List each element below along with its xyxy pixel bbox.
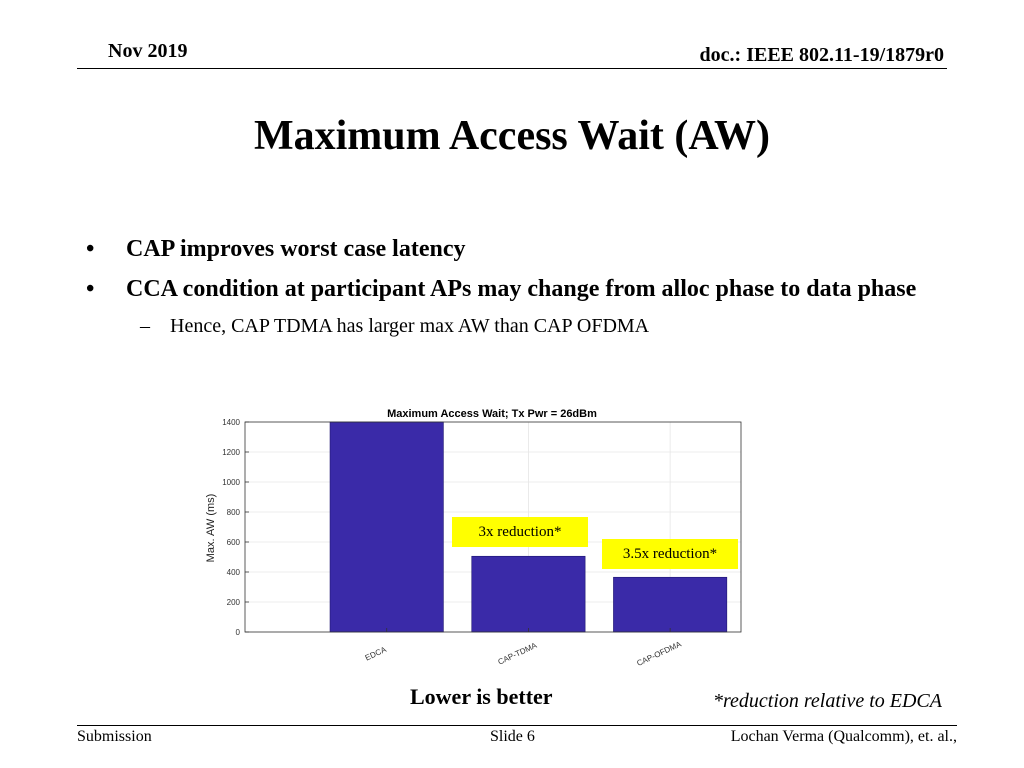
x-tick-label: CAP-TDMA <box>497 641 539 667</box>
bullet-marker: • <box>86 276 95 302</box>
footer-author: Lochan Verma (Qualcomm), et. al., <box>730 728 957 745</box>
footer-submission: Submission <box>77 728 152 745</box>
x-tick-label: EDCA <box>364 645 389 663</box>
y-tick-label: 600 <box>227 538 241 547</box>
y-tick-label: 400 <box>227 568 241 577</box>
sub-bullet-item: – Hence, CAP TDMA has larger max AW than… <box>86 312 936 340</box>
bullet-item: • CCA condition at participant APs may c… <box>86 272 936 306</box>
bullet-text: CCA condition at participant APs may cha… <box>126 276 917 302</box>
y-tick-label: 800 <box>227 508 241 517</box>
reduction-footnote: *reduction relative to EDCA <box>712 690 942 712</box>
bar-chart: Maximum Access Wait; Tx Pwr = 26dBm Max.… <box>205 408 742 668</box>
y-tick-label: 1000 <box>222 478 240 487</box>
bar-cap-tdma <box>471 555 586 633</box>
sub-bullet-marker: – <box>140 315 150 337</box>
y-tick-label: 1200 <box>222 448 240 457</box>
callout-3.5x-reduction: 3.5x reduction* <box>602 539 738 569</box>
bullet-marker: • <box>86 236 95 262</box>
footer-slide-number: Slide 6 <box>490 728 535 745</box>
bullet-item: • CAP improves worst case latency <box>86 232 936 266</box>
footer-divider <box>77 725 957 726</box>
y-tick-label: 1400 <box>222 418 240 427</box>
x-tick-label: CAP-OFDMA <box>635 639 683 668</box>
bullet-list: • CAP improves worst case latency • CCA … <box>86 232 936 340</box>
y-tick-label: 200 <box>227 598 241 607</box>
bullet-text: CAP improves worst case latency <box>126 236 466 262</box>
y-axis-label: Max. AW (ms) <box>205 494 217 563</box>
plot-area-border <box>244 421 742 633</box>
header-doc-id: doc.: IEEE 802.11-19/1879r0 <box>699 44 944 66</box>
callout-3x-reduction: 3x reduction* <box>452 517 588 547</box>
bar-edca <box>329 421 444 633</box>
lower-is-better-label: Lower is better <box>410 684 553 709</box>
header-divider <box>77 68 947 69</box>
slide-title: Maximum Access Wait (AW) <box>254 113 770 159</box>
chart-container: Maximum Access Wait; Tx Pwr = 26dBm Max.… <box>196 400 756 680</box>
y-tick-label: 0 <box>236 628 241 637</box>
chart-title: Maximum Access Wait; Tx Pwr = 26dBm <box>387 408 597 420</box>
header-date: Nov 2019 <box>108 40 188 62</box>
sub-bullet-text: Hence, CAP TDMA has larger max AW than C… <box>170 315 650 337</box>
bar-cap-ofdma <box>613 576 728 633</box>
